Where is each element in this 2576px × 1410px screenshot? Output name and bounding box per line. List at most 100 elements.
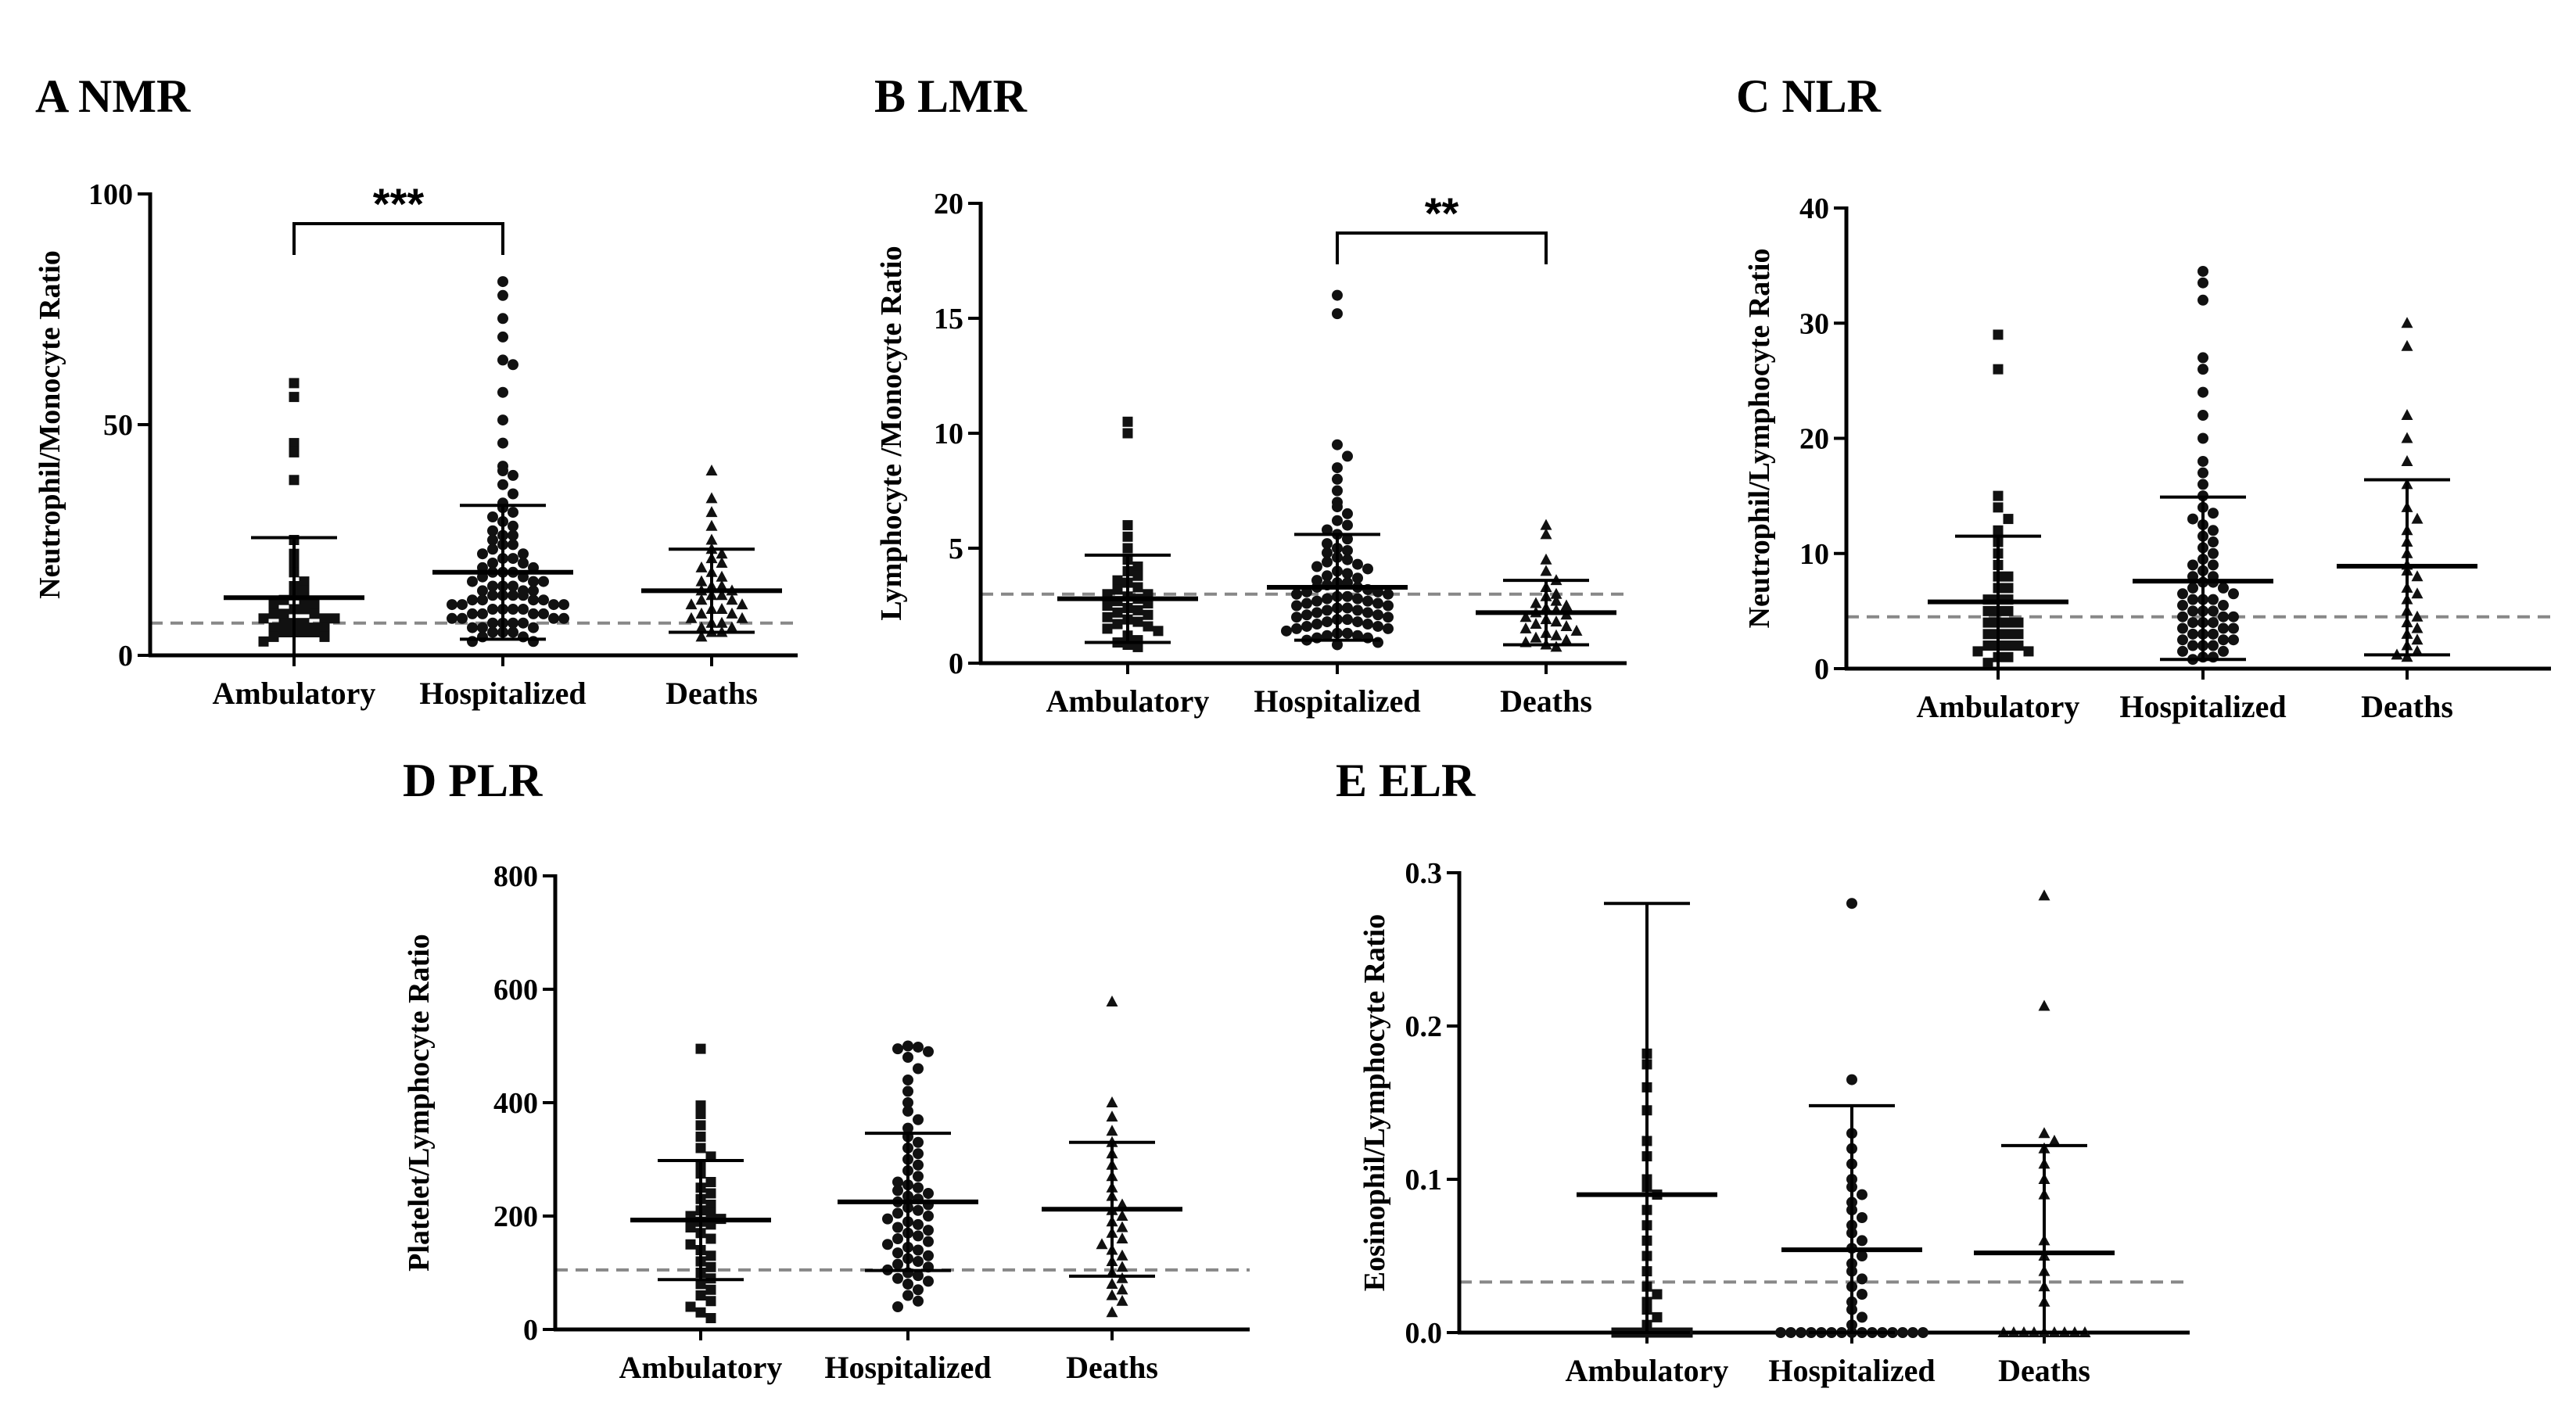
data-point — [1281, 625, 1292, 637]
data-point — [695, 1143, 706, 1153]
data-point — [2048, 1135, 2061, 1146]
data-point — [289, 438, 300, 449]
data-point — [1342, 568, 1353, 579]
y-axis-label: Neutrophil/Lymphocyte Ratio — [1743, 249, 1776, 629]
data-point — [695, 1100, 706, 1111]
data-point — [2003, 514, 2014, 525]
panel-title: A NMR — [35, 70, 191, 122]
data-point — [457, 599, 468, 611]
data-point — [2003, 651, 2014, 662]
data-point — [487, 534, 498, 546]
data-point — [892, 1207, 903, 1219]
data-point — [2197, 364, 2208, 375]
data-point — [1291, 588, 1302, 600]
data-point — [477, 548, 488, 560]
data-point — [2401, 317, 2413, 328]
data-point — [2003, 571, 2014, 582]
data-point — [1846, 1074, 1857, 1085]
panel-elr: E ELR Eosinophil/Lymphocyte Ratio 0.0 0.1 0.… — [1336, 755, 2190, 1388]
data-point — [1540, 553, 1552, 565]
x-tick-label: Hospitalized — [1254, 683, 1420, 719]
data-point — [2177, 600, 2188, 612]
data-point — [1982, 640, 1993, 651]
data-point — [2218, 622, 2229, 634]
data-point — [299, 576, 310, 587]
data-point — [508, 539, 518, 551]
data-point — [1322, 538, 1333, 550]
data-point — [913, 1204, 924, 1216]
data-point — [558, 612, 569, 624]
data-point — [467, 576, 478, 587]
data-point — [319, 631, 330, 642]
data-point — [1530, 631, 1542, 643]
data-point — [1311, 595, 1322, 607]
data-point — [923, 1250, 934, 1261]
data-point — [1342, 508, 1353, 519]
data-point — [2197, 277, 2208, 289]
data-point — [2411, 570, 2424, 582]
data-point — [2218, 582, 2229, 594]
data-point — [913, 1159, 924, 1171]
x-tick-label: Deaths — [1500, 683, 1592, 719]
data-point — [913, 1136, 924, 1148]
data-point — [1519, 622, 1532, 633]
data-point — [923, 1225, 934, 1236]
data-point — [319, 622, 330, 633]
data-point — [1332, 289, 1343, 301]
data-point — [497, 331, 508, 343]
data-point — [268, 622, 279, 633]
data-point — [289, 447, 300, 457]
data-point — [329, 613, 340, 624]
data-point — [2197, 294, 2208, 306]
data-point — [477, 594, 488, 606]
data-point — [1383, 600, 1394, 612]
data-point — [508, 469, 518, 481]
data-point — [2187, 628, 2198, 640]
data-point — [1796, 1327, 1806, 1338]
data-point — [2187, 617, 2198, 629]
data-point — [447, 612, 457, 624]
data-point — [518, 558, 529, 569]
data-point — [1857, 1212, 1867, 1223]
data-point — [1122, 520, 1133, 531]
data-point — [548, 599, 559, 611]
data-point — [2218, 600, 2229, 612]
y-tick-label: 0.3 — [1405, 857, 1443, 890]
data-point — [487, 617, 498, 629]
data-point — [487, 558, 498, 569]
data-point — [913, 1063, 924, 1075]
data-point — [508, 580, 518, 592]
data-point — [1132, 605, 1143, 615]
data-point — [902, 1105, 913, 1117]
data-point — [1857, 1250, 1867, 1261]
data-point — [1993, 502, 2004, 513]
data-point — [1982, 605, 1993, 616]
data-point — [695, 1120, 706, 1131]
data-point — [1122, 428, 1133, 439]
data-point — [923, 1046, 934, 1057]
data-point — [1982, 629, 1993, 640]
data-point — [913, 1256, 924, 1267]
data-point — [1342, 627, 1353, 639]
data-point — [1132, 570, 1143, 581]
data-point — [1897, 1327, 1908, 1338]
y-tick-label: 200 — [493, 1200, 538, 1233]
data-point — [1132, 561, 1143, 572]
data-point — [892, 1272, 903, 1284]
data-point — [309, 599, 320, 610]
data-point — [1106, 1278, 1118, 1289]
series-ambulatory — [1102, 416, 1164, 652]
data-point — [1311, 561, 1322, 572]
data-point — [548, 612, 559, 624]
data-point — [705, 519, 718, 531]
data-point — [1352, 558, 1363, 570]
y-tick-label: 30 — [1799, 307, 1829, 340]
data-point — [477, 622, 488, 633]
data-point — [487, 580, 498, 592]
data-point — [913, 1270, 924, 1282]
data-point — [2187, 605, 2198, 617]
data-point — [685, 612, 698, 623]
x-tick-label: Ambulatory — [619, 1350, 783, 1385]
data-point — [695, 1043, 706, 1054]
